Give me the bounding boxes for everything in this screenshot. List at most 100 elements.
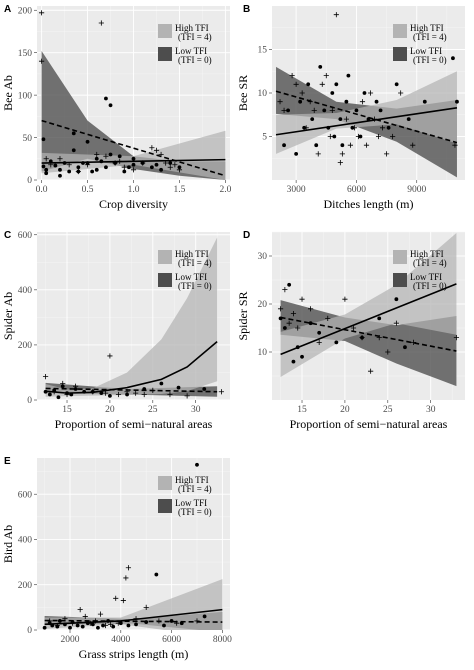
data-point-low-tfi <box>339 151 345 157</box>
y-tick-label: 15 <box>258 46 268 56</box>
data-point-low-tfi <box>97 611 104 617</box>
legend-label-low-tfi: Low TFI <box>410 272 442 282</box>
data-point-high-tfi <box>76 165 81 170</box>
data-point-high-tfi <box>75 623 80 628</box>
data-point-high-tfi <box>294 152 299 156</box>
high-tfi-fit-line <box>280 283 457 356</box>
data-point-low-tfi <box>308 306 314 312</box>
data-point-low-tfi <box>107 353 113 359</box>
high-tfi-confidence-band <box>280 232 457 377</box>
data-point-low-tfi <box>323 73 329 79</box>
low-tfi-fit-line <box>280 316 457 352</box>
data-point-high-tfi <box>394 297 399 302</box>
data-point-low-tfi <box>82 613 88 620</box>
x-tick-label: 0.0 <box>36 185 48 195</box>
data-point-low-tfi <box>398 90 404 96</box>
data-point-high-tfi <box>53 163 58 168</box>
legend-sublabel-high-tfi: (TFI = 4) <box>178 484 212 494</box>
legend-label-high-tfi: High TFI <box>175 23 209 33</box>
x-tick-label: 1.0 <box>128 185 140 195</box>
panel-d: 15 20 25 30 10 20 30 High TFI(TFI = 4) Low TFI(T… <box>236 230 465 431</box>
data-point-low-tfi <box>383 151 390 157</box>
panel-letter: D <box>243 230 250 241</box>
legend-key-low-tfi <box>158 273 172 287</box>
panel-letter: E <box>4 456 11 467</box>
data-point-low-tfi <box>319 81 325 87</box>
data-point-high-tfi <box>291 359 296 364</box>
data-point-low-tfi <box>368 368 374 374</box>
data-point-low-tfi <box>375 133 382 140</box>
data-point-high-tfi <box>108 393 112 398</box>
data-point-high-tfi <box>403 345 407 350</box>
data-point-high-tfi <box>122 169 127 174</box>
x-tick-label: 6000 <box>347 185 366 195</box>
data-point-low-tfi <box>125 565 132 571</box>
legend-sublabel-high-tfi: (TFI = 4) <box>178 258 212 268</box>
data-point-low-tfi <box>153 147 160 153</box>
legend-sublabel-high-tfi: (TFI = 4) <box>178 32 212 42</box>
data-point-low-tfi <box>194 618 200 624</box>
data-point-high-tfi <box>346 73 351 78</box>
x-tick-label: 20 <box>340 405 350 415</box>
y-tick-label: 10 <box>258 89 268 99</box>
y-tick-label: 100 <box>18 91 33 101</box>
data-point-high-tfi <box>99 391 104 396</box>
high-tfi-fit-line <box>45 341 218 394</box>
data-point-low-tfi <box>172 162 178 168</box>
data-point-high-tfi <box>318 65 323 69</box>
data-point-high-tfi <box>282 143 286 148</box>
x-axis-label: Crop diversity <box>99 197 168 211</box>
x-tick-label: 1.5 <box>174 185 186 195</box>
data-point-high-tfi <box>162 623 166 628</box>
data-point-high-tfi <box>71 131 76 136</box>
high-tfi-fit-line <box>41 158 226 164</box>
y-tick-label: 50 <box>23 134 33 144</box>
x-tick-label: 0.5 <box>82 185 94 195</box>
data-point-low-tfi <box>130 167 137 173</box>
data-point-low-tfi <box>350 325 357 331</box>
data-point-high-tfi <box>67 169 72 174</box>
data-point-high-tfi <box>41 137 46 142</box>
x-tick-label: 30 <box>426 405 436 415</box>
data-point-low-tfi <box>57 156 63 162</box>
data-point-high-tfi <box>317 330 322 335</box>
data-point-low-tfi <box>299 296 305 302</box>
data-point-low-tfi <box>123 575 129 581</box>
legend: High TFI(TFI = 4) Low TFI(TFI = 0) <box>158 249 212 291</box>
legend-label-low-tfi: Low TFI <box>410 46 442 56</box>
data-point-high-tfi <box>455 99 459 104</box>
data-point-low-tfi <box>359 335 365 341</box>
y-axis-label: Bird Ab <box>1 525 15 563</box>
low-tfi-confidence-band <box>41 50 226 180</box>
data-point-low-tfi <box>277 306 284 312</box>
y-tick-label: 20 <box>258 300 268 310</box>
data-point-high-tfi <box>394 82 399 87</box>
data-point-low-tfi <box>143 604 149 610</box>
data-point-low-tfi <box>342 296 348 302</box>
legend-sublabel-low-tfi: (TFI = 0) <box>413 55 447 65</box>
legend-sublabel-low-tfi: (TFI = 0) <box>178 507 212 517</box>
data-point-low-tfi <box>359 99 366 105</box>
data-point-high-tfi <box>60 384 65 389</box>
data-point-high-tfi <box>127 165 131 170</box>
data-point-low-tfi <box>38 10 45 16</box>
low-tfi-fit-line <box>44 619 223 623</box>
data-point-low-tfi <box>452 142 458 148</box>
x-tick-label: 15 <box>62 405 72 415</box>
data-point-high-tfi <box>159 167 163 172</box>
legend-sublabel-low-tfi: (TFI = 0) <box>178 55 212 65</box>
legend-label-low-tfi: Low TFI <box>175 498 207 508</box>
y-tick-label: 150 <box>18 49 33 59</box>
panel-c: 15 20 25 30 0 200 400 600 High TFI(TFI = 4) Low T… <box>1 230 230 431</box>
data-point-low-tfi <box>347 142 354 148</box>
y-tick-label: 0 <box>27 396 32 406</box>
data-point-high-tfi <box>314 143 319 148</box>
data-point-low-tfi <box>325 315 331 321</box>
data-point-low-tfi <box>167 391 173 398</box>
high-tfi-confidence-band <box>44 579 223 630</box>
legend-sublabel-high-tfi: (TFI = 4) <box>413 32 447 42</box>
x-tick-label: 8000 <box>213 635 232 645</box>
data-point-high-tfi <box>306 82 311 87</box>
data-point-low-tfi <box>38 58 45 64</box>
